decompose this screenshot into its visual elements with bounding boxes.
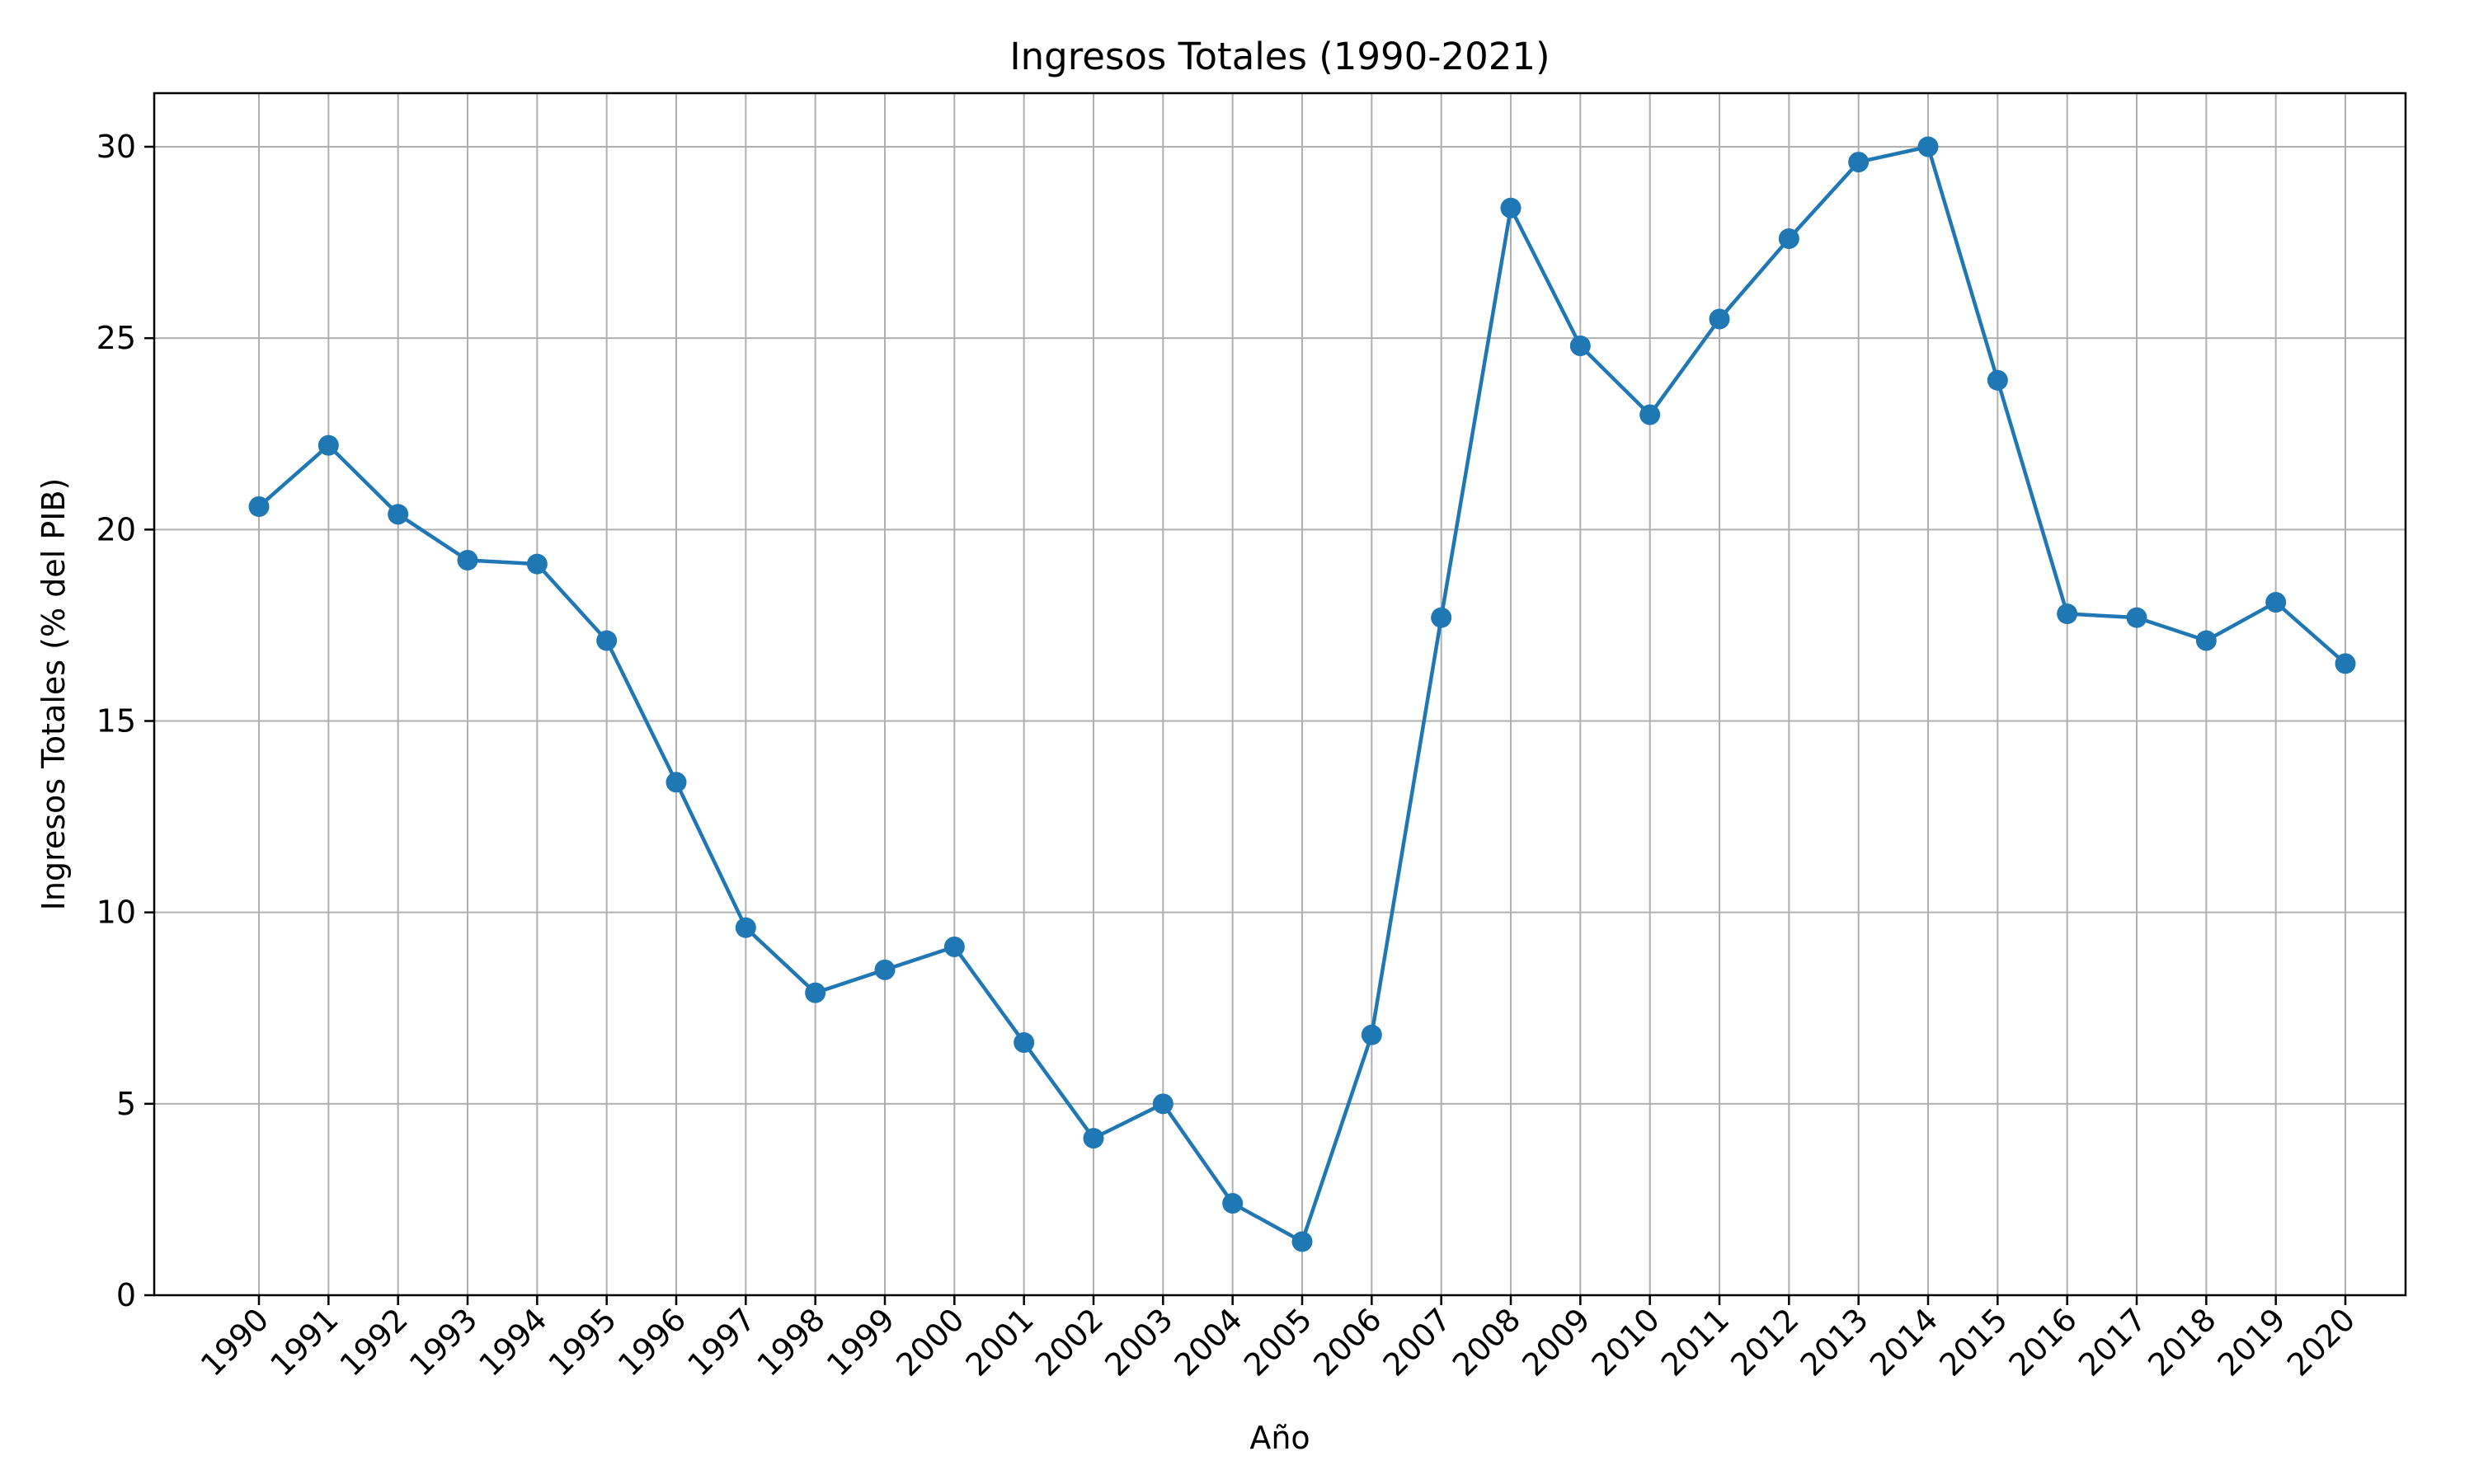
y-tick-label: 15	[96, 703, 136, 740]
grid-layer	[154, 93, 2406, 1296]
y-tick-label: 20	[96, 511, 136, 547]
data-point	[1917, 136, 1939, 157]
y-tick-label: 5	[116, 1086, 136, 1122]
data-point	[1083, 1128, 1104, 1149]
data-point	[1778, 228, 1799, 249]
data-point	[457, 549, 478, 571]
series-layer	[248, 136, 2356, 1252]
data-point	[1152, 1093, 1174, 1115]
data-point	[1431, 607, 1452, 628]
data-point	[1361, 1024, 1382, 1045]
y-tick-label: 30	[96, 129, 136, 165]
data-point	[1222, 1193, 1244, 1214]
data-point	[1848, 152, 1870, 173]
chart-title: Ingresos Totales (1990-2021)	[1009, 35, 1550, 78]
data-point	[666, 772, 687, 793]
data-point	[2195, 630, 2217, 651]
data-point	[1639, 404, 1661, 425]
axes-frame	[153, 92, 2407, 1297]
data-point	[1500, 197, 1522, 218]
data-point	[1291, 1231, 1313, 1252]
y-axis-title: Ingresos Totales (% del PIB)	[35, 478, 72, 911]
y-axis-ticks: 0 5 10 15 20 25 30	[96, 129, 154, 1313]
data-point	[1709, 308, 1730, 330]
y-tick-label: 25	[96, 320, 136, 356]
data-point	[2126, 607, 2147, 628]
y-tick-label: 10	[96, 895, 136, 931]
data-point	[317, 434, 339, 456]
data-point	[1569, 335, 1591, 356]
y-tick-label: 0	[116, 1277, 136, 1313]
data-point	[388, 504, 409, 525]
data-point	[943, 936, 965, 957]
data-point	[2335, 653, 2356, 674]
x-axis-title: Año	[1249, 1420, 1310, 1456]
data-point	[526, 553, 548, 575]
data-point	[1987, 369, 2008, 391]
data-point	[874, 959, 896, 980]
data-point	[735, 917, 756, 938]
data-point	[2265, 592, 2287, 613]
data-point	[805, 982, 826, 1003]
data-point	[596, 630, 618, 651]
data-point	[248, 495, 270, 517]
data-point	[1014, 1032, 1035, 1054]
data-point	[2057, 603, 2078, 624]
